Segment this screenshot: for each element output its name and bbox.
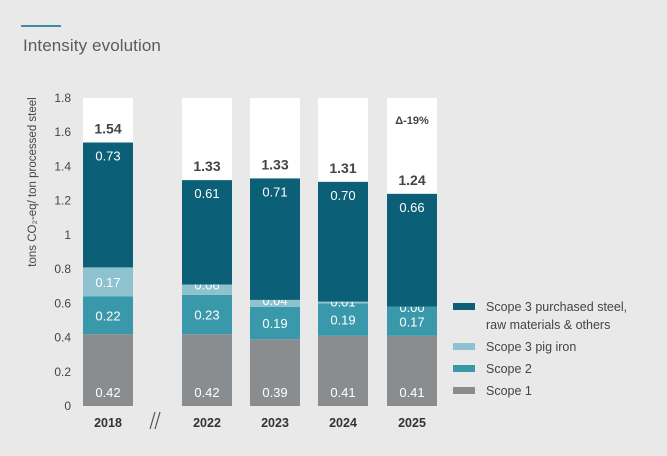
bar-segment — [250, 299, 300, 307]
bar-segment — [318, 335, 368, 406]
x-category-label: 2023 — [261, 416, 289, 430]
bar-segment — [182, 294, 232, 335]
bar-segment — [387, 306, 437, 336]
legend-label: Scope 1 — [486, 384, 532, 398]
legend-label-line: raw materials & others — [486, 318, 610, 332]
x-category-label: 2022 — [193, 416, 221, 430]
y-tick-label: 0.2 — [54, 365, 71, 379]
bar-value-label: 0.70 — [330, 188, 355, 203]
bar-total-label: 1.33 — [261, 156, 288, 172]
bar-value-label: 0.42 — [95, 385, 120, 400]
bar-value-label: 0.39 — [262, 385, 287, 400]
bar-segment — [182, 180, 232, 285]
axis-break-mark — [149, 411, 156, 430]
bar-segment — [318, 181, 368, 302]
y-tick-label: 1 — [64, 228, 71, 242]
bar-segment — [387, 193, 437, 307]
bar-value-label: 0.71 — [262, 184, 287, 199]
bar-segment — [250, 306, 300, 340]
legend-swatch — [453, 365, 475, 372]
bar-value-label: 0.23 — [194, 307, 219, 322]
y-tick-label: 0.6 — [54, 296, 71, 310]
legend-label: Scope 2 — [486, 362, 532, 376]
bar-segment — [83, 142, 133, 268]
bar-segment — [182, 284, 232, 295]
bar-segment — [83, 334, 133, 406]
y-tick-label: 0.8 — [54, 262, 71, 276]
bar-value-label: 0.19 — [262, 316, 287, 331]
x-category-label: 2018 — [94, 416, 122, 430]
bar-total-label: 1.33 — [193, 158, 220, 174]
y-tick-label: 0 — [64, 399, 71, 413]
legend-swatch — [453, 343, 475, 350]
legend-swatch — [453, 303, 475, 310]
bar-segment — [318, 303, 368, 336]
chart-title: Intensity evolution — [23, 36, 161, 55]
bar-value-label: 0.73 — [95, 148, 120, 163]
x-category-label: 2024 — [329, 416, 357, 430]
bar-total-label: 1.54 — [94, 120, 121, 136]
bar-value-label: 0.66 — [399, 200, 424, 215]
legend-label: Scope 3 pig iron — [486, 340, 576, 354]
bar-segment — [250, 178, 300, 300]
bar-segment — [250, 339, 300, 406]
bar-total-label: 1.31 — [329, 160, 356, 176]
bar-segment — [318, 301, 368, 304]
bar-total-label: 1.24 — [398, 172, 425, 188]
legend-label: Scope 3 purchased steel, raw materials & … — [486, 300, 627, 332]
y-tick-label: 1.4 — [54, 159, 71, 173]
y-tick-label: 1.2 — [54, 194, 71, 208]
bar-segment — [83, 267, 133, 297]
bar-segment — [83, 296, 133, 335]
axis-break-mark — [154, 411, 161, 430]
legend-label-line: Scope 3 purchased steel, — [486, 300, 627, 314]
y-axis-title: tons CO₂-eq/ ton processed steel — [27, 97, 39, 266]
bar-value-label: 0.22 — [95, 308, 120, 323]
bar-value-label: 0.41 — [330, 385, 355, 400]
bar-value-label: 0.61 — [194, 186, 219, 201]
bar-value-label: 0.41 — [399, 385, 424, 400]
bar-segment — [182, 334, 232, 406]
bar-value-label: 0.42 — [194, 385, 219, 400]
y-tick-label: 1.8 — [54, 91, 71, 105]
bar-value-label: 0.19 — [330, 313, 355, 328]
x-category-label: 2025 — [398, 416, 426, 430]
bar-segment — [387, 335, 437, 406]
bar-value-label: 0.17 — [399, 314, 424, 329]
legend-swatch — [453, 387, 475, 394]
bar-value-label: 0.17 — [95, 275, 120, 290]
y-tick-label: 1.6 — [54, 125, 71, 139]
y-tick-label: 0.4 — [54, 331, 71, 345]
accent-line — [21, 25, 61, 27]
delta-annotation: Δ-19% — [395, 115, 429, 127]
